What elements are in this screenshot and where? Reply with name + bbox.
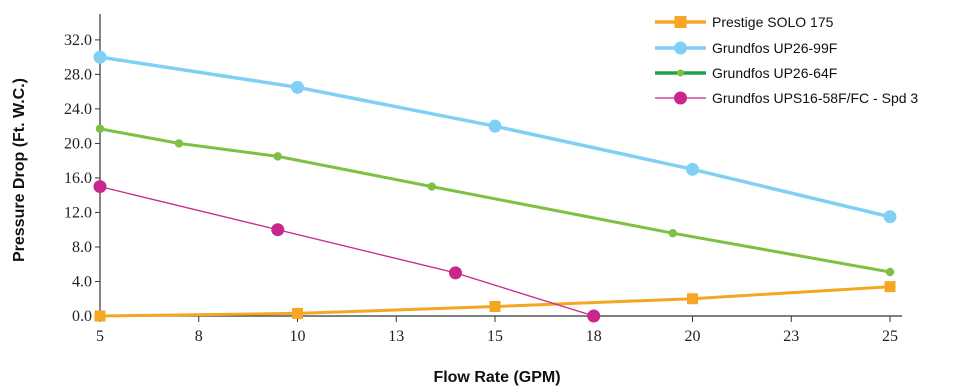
data-point-dot bbox=[95, 124, 105, 133]
series-line bbox=[99, 127, 891, 274]
series-1 bbox=[94, 281, 896, 322]
legend-marker-circle bbox=[674, 41, 687, 55]
data-point-square bbox=[884, 281, 896, 293]
data-point-dot bbox=[427, 182, 436, 191]
x-tick-label: 18 bbox=[586, 328, 602, 345]
y-tick-label: 28.0 bbox=[64, 66, 92, 83]
legend-label: Prestige SOLO 175 bbox=[712, 14, 834, 30]
data-point-dot bbox=[668, 228, 677, 238]
y-tick-label: 20.0 bbox=[64, 135, 92, 152]
legend-label: Grundfos UPS16-58F/FC - Spd 3 bbox=[712, 90, 918, 106]
x-tick-label: 20 bbox=[685, 328, 701, 345]
x-tick-label: 10 bbox=[290, 328, 306, 345]
y-axis-title: Pressure Drop (Ft. W.C.) bbox=[11, 78, 28, 262]
data-point-dot bbox=[885, 267, 895, 277]
legend-label: Grundfos UP26-99F bbox=[712, 40, 837, 56]
data-point-square bbox=[94, 310, 106, 322]
legend-item-3: Grundfos UP26-64F bbox=[655, 65, 837, 81]
series-2 bbox=[93, 50, 897, 224]
legend-marker-circle bbox=[674, 91, 687, 105]
series-line bbox=[99, 185, 594, 317]
axes bbox=[99, 14, 902, 317]
series-layer bbox=[93, 50, 897, 323]
x-axis-title: Flow Rate (GPM) bbox=[433, 369, 560, 386]
x-tick-label: 5 bbox=[96, 328, 104, 345]
x-tick-label: 8 bbox=[195, 328, 203, 345]
data-point-circle bbox=[291, 80, 304, 94]
y-tick-label: 12.0 bbox=[64, 204, 92, 221]
legend-item-1: Prestige SOLO 175 bbox=[655, 14, 834, 30]
y-tick-label: 24.0 bbox=[64, 101, 92, 118]
y-tick-label: 0.0 bbox=[72, 308, 92, 325]
legend-item-2: Grundfos UP26-99F bbox=[655, 40, 837, 56]
y-tick-label: 8.0 bbox=[72, 239, 92, 256]
x-tick-label: 15 bbox=[487, 328, 503, 345]
legend-item-4: Grundfos UPS16-58F/FC - Spd 3 bbox=[655, 90, 918, 106]
data-point-circle bbox=[587, 309, 601, 323]
data-point-circle bbox=[449, 266, 462, 280]
legend-marker-dot bbox=[677, 69, 684, 77]
legend-label: Grundfos UP26-64F bbox=[712, 65, 837, 81]
x-tick-label: 25 bbox=[882, 328, 898, 345]
data-point-circle bbox=[93, 50, 107, 64]
data-point-square bbox=[489, 301, 501, 313]
data-point-dot bbox=[273, 152, 282, 161]
data-point-circle bbox=[883, 210, 897, 224]
data-point-square bbox=[292, 307, 303, 319]
series-4 bbox=[93, 180, 601, 323]
data-point-circle bbox=[488, 119, 502, 133]
y-tick-label: 4.0 bbox=[72, 273, 92, 290]
data-point-dot bbox=[174, 139, 184, 148]
legend: Prestige SOLO 175 Grundfos UP26-99F Grundf… bbox=[655, 14, 918, 106]
x-tick-label: 23 bbox=[783, 328, 799, 345]
legend-marker-square bbox=[674, 16, 687, 28]
x-tick-label: 13 bbox=[388, 328, 404, 345]
series-line bbox=[99, 55, 891, 219]
data-point-circle bbox=[686, 162, 699, 176]
series-3 bbox=[95, 124, 895, 277]
y-tick-label: 32.0 bbox=[64, 32, 92, 49]
ticks: 0.0 4.0 8.0 12.0 16.0 20.0 24.0 28.0 32.0 5 8 10 13 1… bbox=[64, 32, 898, 345]
data-point-circle bbox=[93, 180, 107, 194]
data-point-circle bbox=[271, 223, 285, 237]
y-tick-label: 16.0 bbox=[64, 170, 92, 187]
data-point-square bbox=[687, 293, 698, 305]
